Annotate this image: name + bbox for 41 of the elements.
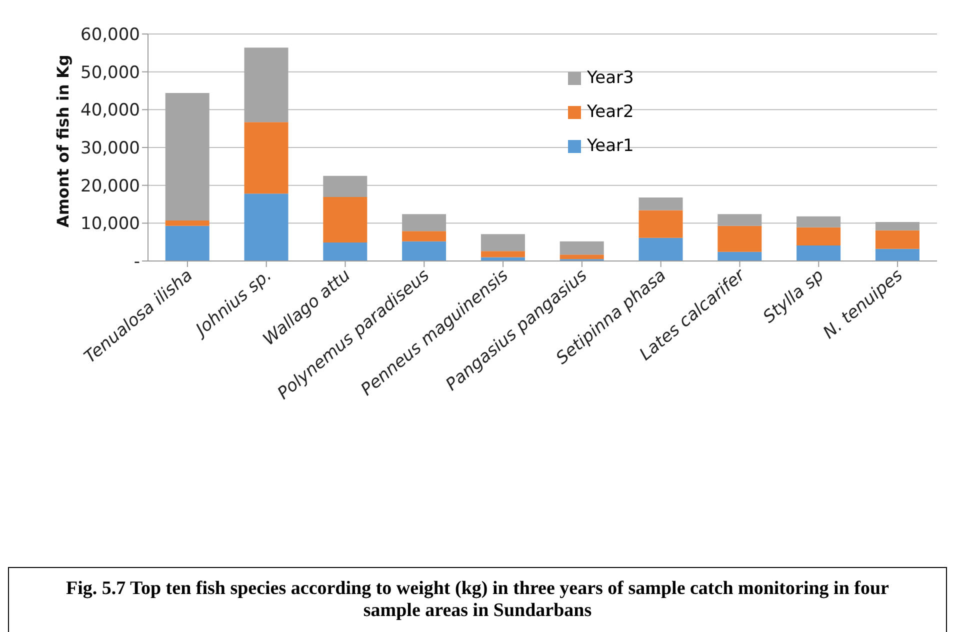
bar [718,252,762,261]
bar [480,257,525,261]
legend-label: Year1 [587,136,634,156]
bar [875,248,920,261]
bar [244,48,288,122]
bar [480,251,525,258]
bar [875,230,920,249]
bar [638,210,683,238]
y-tick-label: 10,000 [80,214,140,234]
y-tick-label: 20,000 [80,176,140,196]
bar [165,226,210,261]
bar [560,241,604,255]
caption: Fig. 5.7 Top ten fish species according to weight (kg) in three years of sample catch monitoring in four sample areas in Sundarbans [8,567,947,632]
bar [244,122,288,194]
bar [638,197,683,210]
y-tick-label: 60,000 [80,25,140,46]
bar [402,241,446,261]
y-tick-label: 50,000 [80,62,140,83]
legend-label: Year2 [587,102,634,122]
bar [638,238,683,261]
y-tick-label: 40,000 [80,100,140,121]
y-tick-label: - [134,252,140,272]
bar [402,214,446,232]
y-axis-title: Amont of fish in Kg [54,54,73,228]
bar [796,245,841,261]
bar [796,227,841,246]
bar [796,216,841,228]
bar [323,242,368,261]
bar [165,220,210,226]
bar [718,214,762,226]
bar [718,226,762,252]
legend-label: Year3 [587,68,634,88]
bar [244,194,288,261]
y-tick-label: 30,000 [80,138,140,159]
bar [323,176,368,198]
bar [165,93,210,221]
bar [875,222,920,230]
bar [402,231,446,242]
bar [560,254,604,260]
bar [480,234,525,252]
bar [323,197,368,242]
